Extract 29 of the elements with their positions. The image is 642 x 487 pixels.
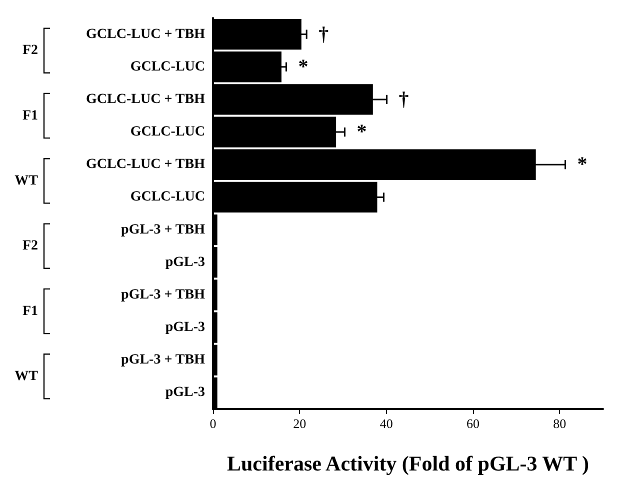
y-tick-label: GCLC-LUC + TBH	[86, 157, 206, 172]
text: F2	[22, 238, 38, 254]
data-label: †	[318, 23, 329, 46]
y-tick-label: pGL-3	[165, 320, 205, 336]
y-tick-label: pGL-3 + TBH	[121, 287, 206, 302]
x-tick-label: 60	[466, 416, 480, 431]
y-tick-label: GCLC-LUC	[130, 190, 205, 205]
text: WT	[14, 173, 39, 188]
data-label: *	[577, 154, 588, 176]
x-tick-label: 20	[293, 416, 306, 431]
y-tick-label: pGL-3	[165, 385, 205, 400]
text: F1	[22, 304, 38, 319]
y-tick-label: GCLC-LUC	[130, 59, 205, 74]
x-tick-label: 80	[553, 416, 566, 431]
text: WT	[14, 368, 39, 384]
x-tick-label: 40	[380, 416, 393, 431]
y-tick-label: pGL-3 + TBH	[121, 222, 206, 238]
data-label: *	[356, 121, 367, 144]
x-tick-label: 0	[210, 416, 216, 431]
text: F1	[22, 108, 38, 124]
data-label: *	[298, 56, 308, 78]
y-tick-label: pGL-3	[165, 254, 205, 270]
text: F2	[22, 43, 38, 58]
data-label: †	[398, 88, 409, 110]
y-tick-label: GCLC-LUC + TBH	[86, 26, 206, 42]
y-tick-label: GCLC-LUC + TBH	[86, 92, 206, 107]
y-tick-label: pGL-3 + TBH	[121, 352, 206, 368]
x-axis-title: Luciferase Activity (Fold of pGL-3 WT )	[226, 452, 590, 476]
y-tick-label: GCLC-LUC	[130, 124, 205, 140]
